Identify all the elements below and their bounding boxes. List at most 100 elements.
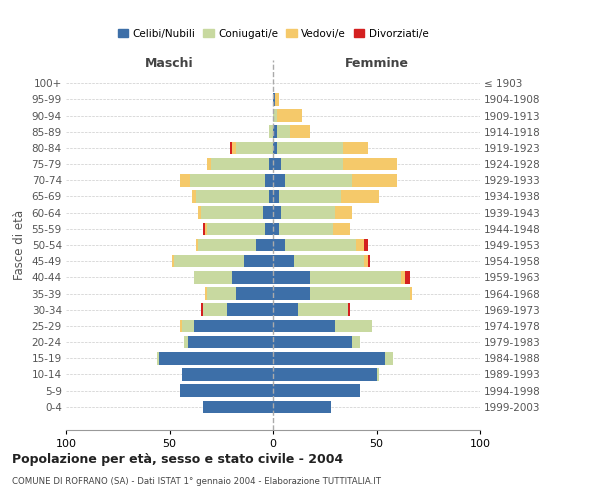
Legend: Celibi/Nubili, Coniugati/e, Vedovi/e, Divorziati/e: Celibi/Nubili, Coniugati/e, Vedovi/e, Di… bbox=[113, 24, 433, 43]
Bar bbox=[273, 368, 377, 381]
Bar bbox=[310, 287, 410, 300]
Bar bbox=[273, 238, 286, 252]
Bar bbox=[356, 238, 364, 252]
Bar bbox=[205, 222, 207, 235]
Text: Popolazione per età, sesso e stato civile - 2004: Popolazione per età, sesso e stato civil… bbox=[12, 452, 343, 466]
Bar bbox=[273, 109, 277, 122]
Bar bbox=[273, 174, 286, 186]
Bar bbox=[180, 174, 190, 186]
Bar bbox=[273, 352, 385, 364]
Y-axis label: Anni di nascita: Anni di nascita bbox=[598, 202, 600, 288]
Bar bbox=[364, 238, 368, 252]
Bar bbox=[273, 158, 281, 170]
Bar bbox=[182, 368, 273, 381]
Bar bbox=[265, 222, 273, 235]
Bar bbox=[279, 222, 333, 235]
Bar bbox=[184, 336, 188, 348]
Bar bbox=[406, 271, 410, 283]
Bar bbox=[188, 336, 273, 348]
Bar bbox=[275, 93, 279, 106]
Bar bbox=[273, 287, 310, 300]
Bar bbox=[157, 352, 159, 364]
Bar bbox=[273, 93, 275, 106]
Bar bbox=[190, 174, 265, 186]
Bar bbox=[273, 384, 360, 397]
Text: Maschi: Maschi bbox=[145, 57, 194, 70]
Bar bbox=[232, 271, 273, 283]
Bar bbox=[269, 158, 273, 170]
Bar bbox=[273, 320, 335, 332]
Bar bbox=[194, 320, 273, 332]
Bar bbox=[256, 238, 273, 252]
Bar bbox=[281, 206, 335, 219]
Bar bbox=[273, 190, 279, 203]
Bar bbox=[286, 174, 352, 186]
Bar bbox=[205, 287, 207, 300]
Bar bbox=[244, 255, 273, 268]
Bar bbox=[200, 304, 203, 316]
Bar bbox=[273, 255, 294, 268]
Text: Femmine: Femmine bbox=[344, 57, 409, 70]
Bar bbox=[277, 126, 290, 138]
Bar bbox=[310, 271, 401, 283]
Bar bbox=[207, 287, 236, 300]
Bar bbox=[279, 190, 341, 203]
Bar bbox=[232, 142, 236, 154]
Bar bbox=[196, 190, 269, 203]
Bar bbox=[298, 304, 347, 316]
Bar bbox=[277, 142, 343, 154]
Bar bbox=[273, 222, 279, 235]
Bar bbox=[269, 190, 273, 203]
Bar bbox=[273, 304, 298, 316]
Bar bbox=[192, 190, 196, 203]
Bar bbox=[368, 255, 370, 268]
Bar bbox=[286, 238, 356, 252]
Bar bbox=[182, 320, 194, 332]
Bar bbox=[203, 222, 205, 235]
Bar bbox=[172, 255, 173, 268]
Bar bbox=[277, 109, 302, 122]
Bar bbox=[347, 304, 350, 316]
Bar bbox=[410, 287, 412, 300]
Bar bbox=[343, 142, 368, 154]
Bar bbox=[273, 400, 331, 413]
Bar bbox=[159, 352, 273, 364]
Y-axis label: Fasce di età: Fasce di età bbox=[13, 210, 26, 280]
Bar bbox=[273, 271, 310, 283]
Bar bbox=[343, 158, 397, 170]
Bar bbox=[203, 400, 273, 413]
Bar bbox=[377, 368, 379, 381]
Bar bbox=[364, 255, 368, 268]
Text: COMUNE DI ROFRANO (SA) - Dati ISTAT 1° gennaio 2004 - Elaborazione TUTTITALIA.IT: COMUNE DI ROFRANO (SA) - Dati ISTAT 1° g… bbox=[12, 478, 381, 486]
Bar bbox=[194, 271, 232, 283]
Bar bbox=[265, 174, 273, 186]
Bar bbox=[180, 384, 273, 397]
Bar bbox=[227, 304, 273, 316]
Bar bbox=[273, 126, 277, 138]
Bar bbox=[207, 158, 211, 170]
Bar bbox=[335, 320, 373, 332]
Bar bbox=[352, 174, 397, 186]
Bar bbox=[173, 255, 244, 268]
Bar bbox=[341, 190, 379, 203]
Bar bbox=[333, 222, 350, 235]
Bar bbox=[207, 222, 265, 235]
Bar bbox=[211, 158, 269, 170]
Bar bbox=[203, 304, 227, 316]
Bar bbox=[199, 238, 256, 252]
Bar bbox=[263, 206, 273, 219]
Bar bbox=[294, 255, 364, 268]
Bar bbox=[200, 206, 263, 219]
Bar bbox=[352, 336, 360, 348]
Bar bbox=[290, 126, 310, 138]
Bar bbox=[236, 142, 273, 154]
Bar bbox=[230, 142, 232, 154]
Bar bbox=[196, 238, 199, 252]
Bar bbox=[236, 287, 273, 300]
Bar bbox=[269, 126, 273, 138]
Bar bbox=[273, 206, 281, 219]
Bar bbox=[273, 336, 352, 348]
Bar bbox=[273, 142, 277, 154]
Bar bbox=[180, 320, 182, 332]
Bar bbox=[199, 206, 200, 219]
